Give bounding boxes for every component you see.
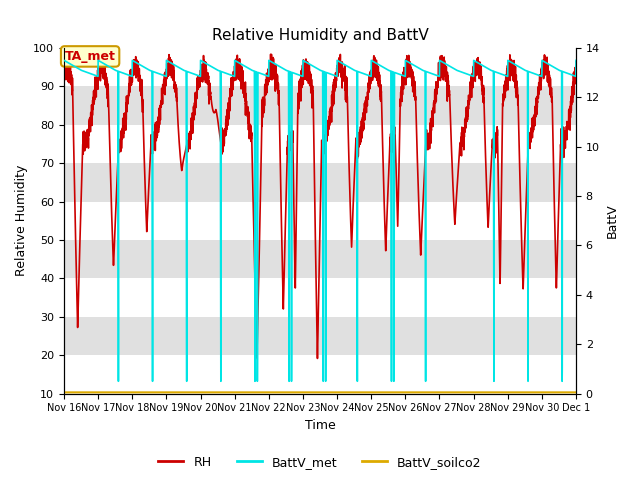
Bar	[64, 163, 576, 202]
Bar	[64, 317, 576, 355]
Y-axis label: BattV: BattV	[605, 204, 618, 238]
Legend: RH, BattV_met, BattV_soilco2: RH, BattV_met, BattV_soilco2	[154, 451, 486, 474]
Y-axis label: Relative Humidity: Relative Humidity	[15, 165, 28, 276]
Bar	[64, 86, 576, 125]
Text: TA_met: TA_met	[65, 50, 116, 63]
Title: Relative Humidity and BattV: Relative Humidity and BattV	[212, 28, 428, 43]
Bar	[64, 240, 576, 278]
X-axis label: Time: Time	[305, 419, 335, 432]
